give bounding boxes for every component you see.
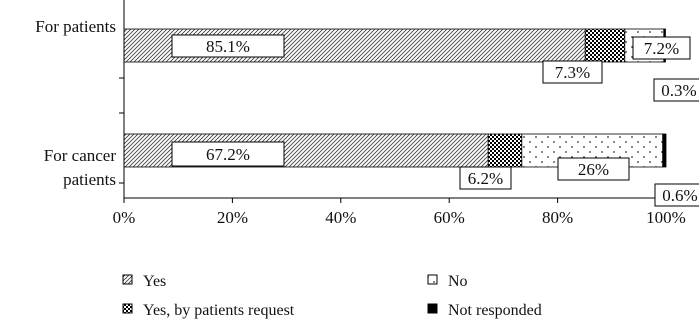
legend: Yes Yes, by patients request No Not respond…: [122, 273, 542, 319]
data-label: 0.3%: [661, 81, 696, 100]
data-label: 85.1%: [206, 37, 250, 56]
x-tick-label: 20%: [217, 208, 248, 227]
data-label: 7.2%: [644, 39, 679, 58]
legend-swatch-solid: [427, 303, 438, 314]
data-label-box: [171, 34, 285, 58]
data-label-box: [632, 36, 691, 60]
data-label-box: [459, 166, 512, 190]
data-label: 0.6%: [662, 186, 697, 205]
data-labels-layer: 85.1% 7.3% 7.2% 0.3% 67.2% 6.2% 26% 0.6%: [171, 34, 699, 207]
bar-segment-solid-2: [662, 133, 667, 168]
legend-label: Yes: [143, 273, 166, 290]
data-label-box: [557, 157, 630, 181]
data-label-box: [653, 78, 699, 102]
bar-segment-checker-2: [487, 133, 523, 168]
legend-swatch-checker: [122, 303, 133, 314]
data-label-box: [171, 141, 285, 167]
category-label: For patients: [35, 17, 116, 36]
category-label: patients: [63, 170, 116, 189]
legend-swatch-hatch: [122, 274, 133, 285]
data-label: 26%: [578, 160, 609, 179]
x-tick-label: 100%: [646, 208, 686, 227]
category-label: For cancer: [44, 146, 117, 165]
legend-label: Yes, by patients request: [143, 302, 295, 319]
data-label: 7.3%: [555, 63, 590, 82]
x-tick-label: 80%: [542, 208, 573, 227]
bar-segment-checker-1: [584, 28, 626, 63]
axes-layer: 0% 20% 40% 60% 80% 100% For patients For cancer…: [35, 0, 686, 227]
data-label-box: [654, 183, 699, 207]
data-label: 6.2%: [468, 169, 503, 188]
legend-swatch-dots: [427, 274, 438, 285]
legend-label: Not responded: [448, 302, 542, 319]
x-tick-label: 40%: [325, 208, 356, 227]
x-tick-label: 0%: [113, 208, 136, 227]
data-label-box: [542, 60, 603, 84]
legend-label: No: [448, 273, 468, 290]
data-label: 67.2%: [206, 145, 250, 164]
x-tick-label: 60%: [434, 208, 465, 227]
